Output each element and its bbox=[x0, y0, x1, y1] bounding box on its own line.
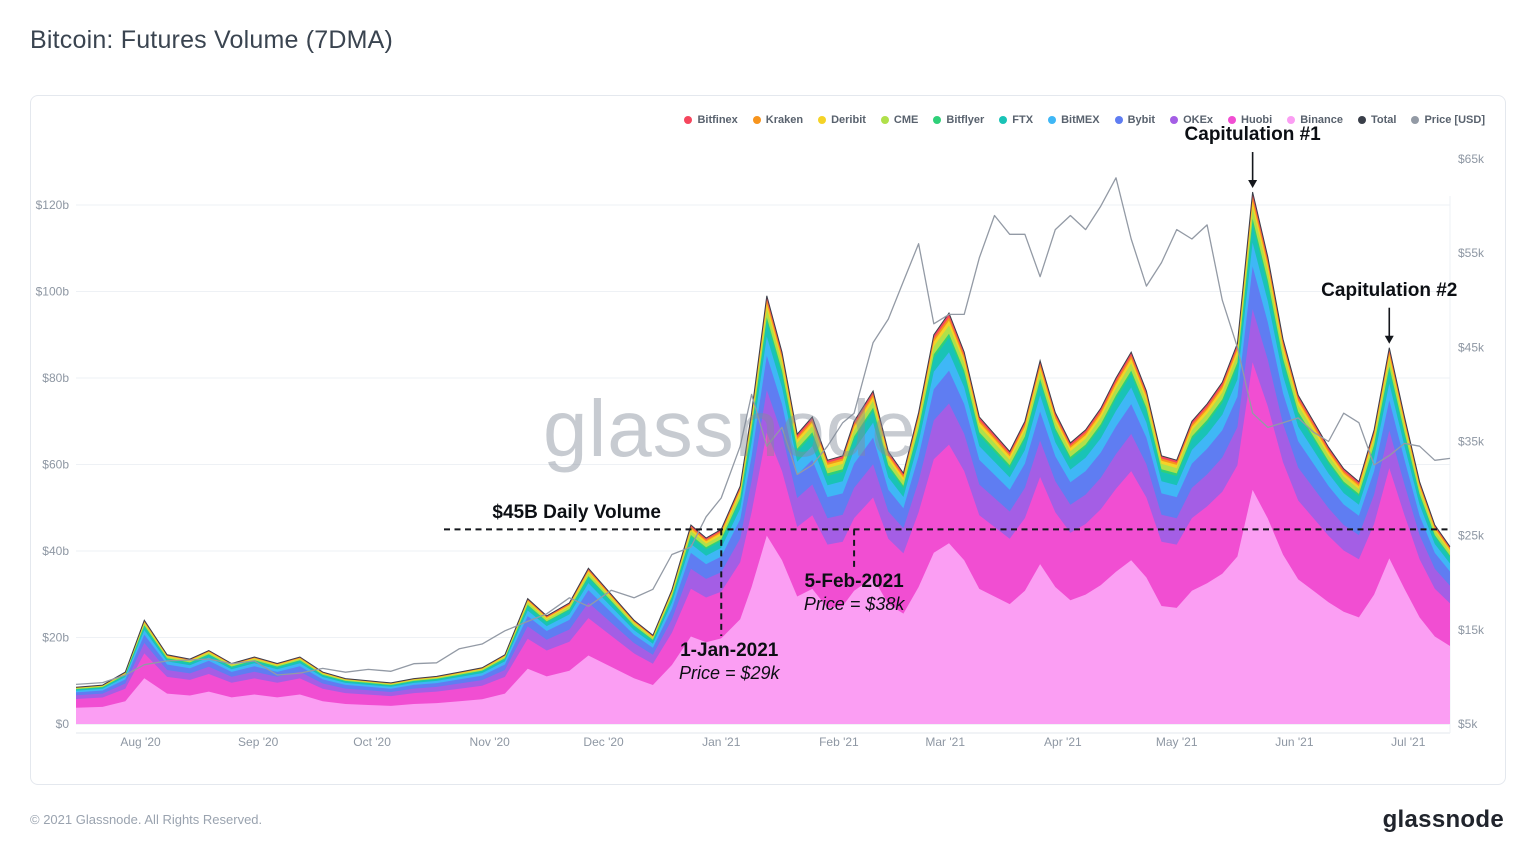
legend-label: Deribit bbox=[831, 114, 866, 126]
legend-swatch-icon bbox=[1170, 116, 1179, 124]
legend-label: Huobi bbox=[1241, 114, 1273, 126]
x-axis-tick: Sep '20 bbox=[238, 735, 279, 749]
legend-item-okex[interactable]: OKEx bbox=[1170, 114, 1213, 126]
legend-label: Total bbox=[1371, 114, 1397, 126]
legend-swatch-icon bbox=[1228, 116, 1237, 124]
y-axis-right-tick: $5k bbox=[1458, 717, 1478, 731]
legend-label: Kraken bbox=[765, 114, 804, 126]
legend-item-ftx[interactable]: FTX bbox=[999, 114, 1033, 126]
x-axis-tick: Nov '20 bbox=[470, 735, 511, 749]
chart-legend: Bitfinex Kraken Deribit CME Bitflyer FTX BitME… bbox=[684, 114, 1485, 126]
legend-swatch-icon bbox=[818, 116, 827, 124]
y-axis-left-tick: $0 bbox=[56, 717, 70, 731]
x-axis-tick: Feb '21 bbox=[819, 735, 859, 749]
legend-swatch-icon bbox=[684, 116, 693, 124]
legend-swatch-icon bbox=[999, 116, 1008, 124]
y-axis-right-tick: $55k bbox=[1458, 246, 1485, 260]
legend-item-price-usd-[interactable]: Price [USD] bbox=[1411, 114, 1485, 126]
legend-label: Bybit bbox=[1127, 114, 1156, 126]
legend-swatch-icon bbox=[1411, 116, 1420, 124]
y-axis-left-tick: $60b bbox=[42, 458, 69, 472]
legend-item-bybit[interactable]: Bybit bbox=[1114, 114, 1156, 126]
y-axis-left-tick: $80b bbox=[42, 371, 69, 385]
legend-item-kraken[interactable]: Kraken bbox=[752, 114, 804, 126]
legend-item-bitmex[interactable]: BitMEX bbox=[1048, 114, 1100, 126]
legend-label: Binance bbox=[1300, 114, 1343, 126]
page-title: Bitcoin: Futures Volume (7DMA) bbox=[30, 26, 394, 54]
x-axis-tick: Jul '21 bbox=[1391, 735, 1426, 749]
x-axis-tick: Oct '20 bbox=[353, 735, 391, 749]
price-line[interactable] bbox=[75, 177, 1451, 686]
legend-swatch-icon bbox=[1114, 116, 1123, 124]
y-axis-right-tick: $25k bbox=[1458, 529, 1485, 543]
y-axis-right-tick: $65k bbox=[1458, 152, 1485, 166]
legend-item-huobi[interactable]: Huobi bbox=[1228, 114, 1272, 126]
legend-item-total[interactable]: Total bbox=[1358, 114, 1396, 126]
legend-item-cme[interactable]: CME bbox=[880, 114, 919, 126]
legend-item-bitflyer[interactable]: Bitflyer bbox=[933, 114, 984, 126]
x-axis-tick: May '21 bbox=[1156, 735, 1198, 749]
legend-label: Bitflyer bbox=[946, 114, 985, 126]
legend-label: FTX bbox=[1012, 114, 1034, 126]
total-line[interactable] bbox=[75, 191, 1451, 688]
chart-card: $0 $20b $40b $60b $80b $100b $120b $5k $15k $25k $… bbox=[30, 95, 1506, 785]
legend-swatch-icon bbox=[752, 116, 761, 124]
legend-swatch-icon bbox=[880, 116, 889, 124]
legend-label: Price [USD] bbox=[1424, 114, 1485, 126]
x-axis-tick: Mar '21 bbox=[925, 735, 965, 749]
legend-label: OKEx bbox=[1183, 114, 1214, 126]
legend-label: BitMEX bbox=[1061, 114, 1100, 126]
capitulation-2-arrowhead bbox=[1384, 335, 1394, 344]
legend-item-binance[interactable]: Binance bbox=[1287, 114, 1343, 126]
futures-volume-chart[interactable]: $0 $20b $40b $60b $80b $100b $120b $5k $15k $25k $… bbox=[31, 96, 1507, 786]
footer-copyright: © 2021 Glassnode. All Rights Reserved. bbox=[30, 812, 263, 827]
x-axis-tick: Aug '20 bbox=[120, 735, 161, 749]
legend-item-bitfinex[interactable]: Bitfinex bbox=[684, 114, 738, 126]
x-axis-tick: Dec '20 bbox=[583, 735, 624, 749]
y-axis-left-tick: $40b bbox=[42, 544, 69, 558]
legend-item-deribit[interactable]: Deribit bbox=[818, 114, 866, 126]
glassnode-logo[interactable]: glassnode bbox=[1382, 806, 1504, 833]
legend-swatch-icon bbox=[1358, 116, 1366, 124]
y-axis-right-tick: $15k bbox=[1458, 623, 1485, 637]
capitulation-1-arrowhead bbox=[1248, 180, 1258, 189]
legend-swatch-icon bbox=[1048, 116, 1057, 124]
x-axis-tick: Jun '21 bbox=[1275, 735, 1314, 749]
x-axis-tick: Jan '21 bbox=[702, 735, 741, 749]
y-axis-right-tick: $35k bbox=[1458, 434, 1485, 448]
legend-label: CME bbox=[893, 114, 919, 126]
y-axis-right-tick: $45k bbox=[1458, 340, 1485, 354]
legend-swatch-icon bbox=[933, 116, 942, 124]
x-axis-tick: Apr '21 bbox=[1044, 735, 1082, 749]
y-axis-left-tick: $100b bbox=[36, 285, 70, 299]
area-binance[interactable] bbox=[76, 489, 1450, 724]
y-axis-left-tick: $20b bbox=[42, 631, 69, 645]
legend-label: Bitfinex bbox=[697, 114, 738, 126]
y-axis-left-tick: $120b bbox=[36, 198, 70, 212]
legend-swatch-icon bbox=[1287, 116, 1296, 124]
